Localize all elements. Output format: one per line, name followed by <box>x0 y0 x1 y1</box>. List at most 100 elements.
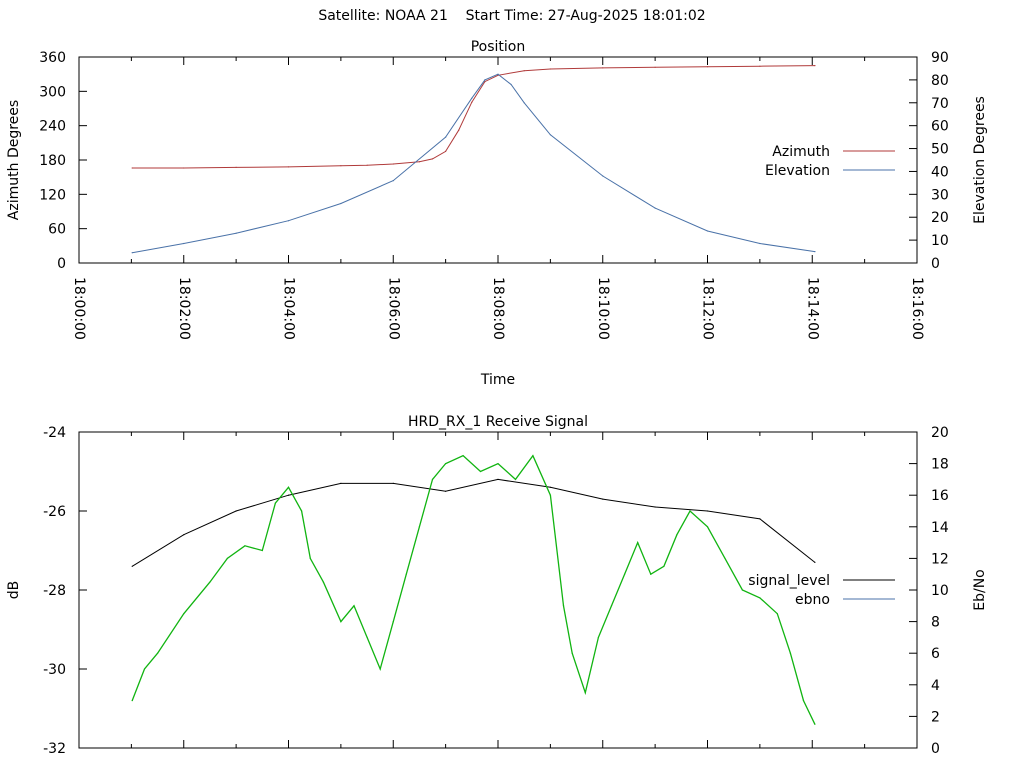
y-tick-label: -30 <box>43 662 66 678</box>
data-point <box>624 573 626 575</box>
plot-frame <box>78 56 918 264</box>
data-point <box>261 549 263 552</box>
data-point <box>497 73 499 75</box>
data-point <box>523 102 525 104</box>
y-tick-label: -26 <box>43 504 66 520</box>
series-signal_level-line <box>131 478 816 567</box>
y2-tick-label: 50 <box>931 142 949 158</box>
data-point <box>814 65 816 67</box>
legend-label: Azimuth <box>772 144 830 160</box>
series-azimuth-line <box>132 65 815 169</box>
data-point <box>143 668 146 670</box>
data-point <box>340 202 342 205</box>
data-point <box>458 129 460 131</box>
data-point <box>514 478 517 480</box>
data-point <box>759 518 761 520</box>
data-point <box>602 498 604 500</box>
data-point <box>287 486 290 488</box>
y2-tick-label: 30 <box>931 187 949 203</box>
data-point <box>759 242 761 245</box>
data-point <box>759 597 761 599</box>
data-point <box>663 565 665 567</box>
main-title: Satellite: NOAA 21 Start Time: 27-Aug-20… <box>318 8 706 24</box>
data-point <box>549 68 552 70</box>
data-point <box>209 581 211 583</box>
data-point <box>445 490 447 492</box>
data-point <box>301 510 303 512</box>
y2-tick-label: 20 <box>931 210 949 226</box>
data-point <box>405 573 407 575</box>
legend-label: ebno <box>795 592 830 608</box>
series-elevation-line <box>132 73 815 254</box>
data-point <box>445 136 447 138</box>
y-tick-label: -24 <box>43 425 66 441</box>
y2-tick-label: 16 <box>931 488 949 504</box>
data-point <box>431 158 434 160</box>
x-tick-label: 18:12:00 <box>700 277 716 340</box>
y-tick-label: 60 <box>48 222 66 238</box>
data-point <box>510 83 512 86</box>
data-point <box>484 81 486 83</box>
data-point <box>131 167 133 169</box>
y2-tick-label: 10 <box>931 233 949 249</box>
data-point <box>235 166 237 168</box>
data-point <box>131 565 133 567</box>
x-tick-label: 18:14:00 <box>804 277 820 340</box>
y2-tick-label: 90 <box>931 50 949 66</box>
x-tick-label: 18:02:00 <box>176 277 192 340</box>
data-point <box>226 557 228 560</box>
y2-tick-label: 0 <box>931 741 940 757</box>
chart-title: Position <box>471 39 526 55</box>
x-tick-label: 18:06:00 <box>385 277 401 340</box>
data-point <box>584 692 586 694</box>
series-ebno-fill-line <box>131 454 816 725</box>
y2-tick-label: 60 <box>931 119 949 135</box>
data-point <box>322 581 324 583</box>
legend-label: Elevation <box>765 163 830 179</box>
y2-tick-label: 10 <box>931 583 949 599</box>
data-point <box>549 494 552 496</box>
data-point <box>157 652 159 654</box>
y-tick-label: -32 <box>43 741 66 757</box>
data-point <box>654 207 656 209</box>
data-point <box>532 455 534 457</box>
data-point <box>445 150 447 152</box>
data-point <box>183 242 185 245</box>
data-point <box>571 652 573 654</box>
y2-tick-label: 80 <box>931 73 949 89</box>
x-tick-label: 18:10:00 <box>595 277 611 340</box>
data-point <box>602 175 604 177</box>
data-point <box>776 613 778 615</box>
data-point <box>562 605 565 607</box>
data-point <box>392 482 394 484</box>
data-point <box>418 526 420 528</box>
data-point <box>497 478 499 480</box>
data-point <box>654 66 656 68</box>
y2-axis-label: Eb/No <box>972 569 988 611</box>
data-point <box>274 502 276 504</box>
data-point <box>654 506 656 508</box>
data-point <box>183 167 185 169</box>
data-point <box>462 455 464 457</box>
x-tick-label: 18:04:00 <box>281 277 297 340</box>
data-point <box>814 723 816 725</box>
data-point <box>814 251 816 253</box>
data-point <box>706 66 709 68</box>
y-axis-label: Azimuth Degrees <box>6 100 22 220</box>
y2-tick-label: 2 <box>931 709 940 725</box>
data-point <box>131 252 133 254</box>
data-point <box>309 557 311 560</box>
data-point <box>366 636 368 639</box>
y2-tick-label: 12 <box>931 551 949 567</box>
data-point <box>814 561 816 564</box>
data-point <box>549 134 552 136</box>
data-point <box>759 65 761 67</box>
data-point <box>183 613 185 615</box>
data-point <box>418 161 420 163</box>
data-point <box>392 163 394 165</box>
data-point <box>802 700 805 702</box>
data-point <box>287 166 290 168</box>
data-point <box>706 510 709 512</box>
data-point <box>610 605 613 607</box>
data-point <box>637 542 639 544</box>
